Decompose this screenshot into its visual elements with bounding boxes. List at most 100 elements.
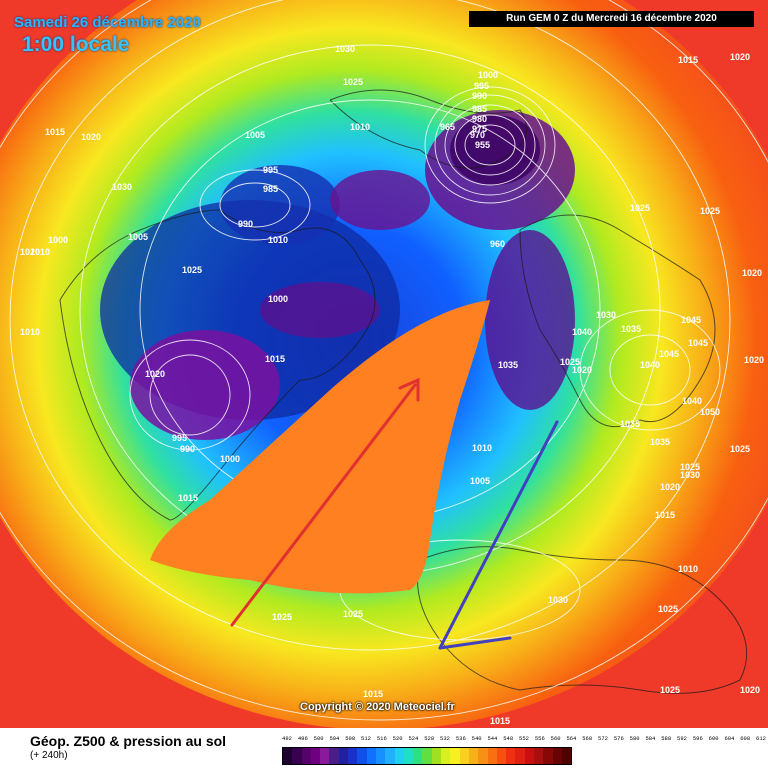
isobar-label: 1010 xyxy=(472,443,492,453)
isobar-label: 1025 xyxy=(660,685,680,695)
coastlines xyxy=(59,89,748,694)
legend-swatch xyxy=(459,748,469,764)
legend-value: 612 xyxy=(756,735,766,742)
isobar-label: 1000 xyxy=(268,294,288,304)
isobar-label: 1025 xyxy=(730,444,750,454)
legend-swatch xyxy=(534,748,544,764)
legend-subtitle: (+ 240h) xyxy=(30,750,68,761)
isobar-label: 1015 xyxy=(178,493,198,503)
isobar-label: 1000 xyxy=(48,235,68,245)
legend-value: 568 xyxy=(582,735,593,742)
isobar-label: 1020 xyxy=(730,52,750,62)
legend-swatch xyxy=(292,748,302,764)
legend-value: 584 xyxy=(645,735,656,742)
legend-value: 508 xyxy=(345,735,356,742)
isobar-label: 1035 xyxy=(621,324,641,334)
isobar-label: 955 xyxy=(475,140,490,150)
legend-panel: Géop. Z500 & pression au sol (+ 240h) 49… xyxy=(0,728,768,768)
legend-value: 580 xyxy=(629,735,640,742)
legend-swatch xyxy=(543,748,553,764)
isobar-label: 1010 xyxy=(678,564,698,574)
legend-swatch xyxy=(366,748,376,764)
isobar-labels: 1030 1025 1015 1020 1005 1010 995 985 990 1000 100… xyxy=(20,44,764,726)
isobar-label: 1020 xyxy=(572,365,592,375)
isobar-label: 1015 xyxy=(265,354,285,364)
isobar-label: 1005 xyxy=(245,130,265,140)
legend-swatch xyxy=(468,748,479,764)
isobar-label: 1020 xyxy=(740,685,760,695)
low-arctic-west xyxy=(220,165,340,245)
legend-value: 524 xyxy=(408,735,419,742)
isobar-label: 995 xyxy=(263,165,278,175)
isobar-label: 970 xyxy=(470,130,485,140)
legend-value: 592 xyxy=(677,735,687,742)
isobar-label: 1025 xyxy=(700,206,720,216)
isobar-label: 1020 xyxy=(742,268,762,278)
legend-value: 492 xyxy=(282,735,292,742)
isobar-label: 1040 xyxy=(572,327,592,337)
isobar-label: 1000 xyxy=(478,70,498,80)
isobar-label: 975 xyxy=(472,124,487,134)
low-arctic-central xyxy=(330,170,430,230)
low-west-canada xyxy=(130,330,280,440)
legend-value: 516 xyxy=(376,735,387,742)
legend-value: 532 xyxy=(440,735,450,742)
isobar-label: 1025 xyxy=(272,612,292,622)
isobar-label: 1025 xyxy=(560,357,580,367)
legend-swatch xyxy=(422,748,432,764)
isobar-label: 1050 xyxy=(700,407,720,417)
copyright-text: Copyright © 2020 Meteociel.fr xyxy=(300,701,455,713)
legend-swatch xyxy=(478,748,488,764)
legend-color-bar xyxy=(282,747,573,765)
legend-value: 500 xyxy=(313,735,324,742)
legend-swatch xyxy=(403,748,414,764)
legend-value: 552 xyxy=(519,735,529,742)
isobar-label: 1025 xyxy=(680,462,700,472)
weather-map: 1030 1025 1015 1020 1005 1010 995 985 990 1000 100… xyxy=(0,0,768,728)
legend-swatch xyxy=(385,748,395,764)
isobar-label: 1025 xyxy=(343,609,363,619)
isobar-label: 1015 xyxy=(363,689,383,699)
legend-swatch xyxy=(310,748,321,764)
legend-swatch xyxy=(524,748,535,764)
isobar-label: 1015 xyxy=(45,127,65,137)
isobar-label: 995 xyxy=(172,433,187,443)
legend-value: 608 xyxy=(740,735,751,742)
legend-swatch xyxy=(357,748,367,764)
forecast-local-time: 1:00 locale xyxy=(22,33,130,56)
isobar-label: 1010 xyxy=(20,327,40,337)
legend-swatch xyxy=(394,748,404,764)
legend-value: 572 xyxy=(598,735,608,742)
isobar-label: 985 xyxy=(472,104,487,114)
orange-wedge-annotation xyxy=(150,300,490,594)
isobar-label: 1010 xyxy=(350,122,370,132)
isobar-label: 1025 xyxy=(630,203,650,213)
legend-value: 560 xyxy=(550,735,561,742)
legend-swatch xyxy=(375,748,386,764)
isobar-label: 985 xyxy=(263,184,278,194)
legend-value: 520 xyxy=(392,735,403,742)
low-labrador xyxy=(260,282,380,338)
isobar-label: 1045 xyxy=(681,315,701,325)
legend-value: 512 xyxy=(361,735,371,742)
legend-swatch xyxy=(561,748,572,764)
legend-swatch xyxy=(515,748,525,764)
legend-value: 576 xyxy=(613,735,624,742)
forecast-date: Samedi 26 décembre 2020 xyxy=(14,14,201,31)
isobar-label: 1035 xyxy=(620,419,640,429)
isobar-label: 1030 xyxy=(335,44,355,54)
isobar-label: 1015 xyxy=(678,55,698,65)
legend-value: 600 xyxy=(708,735,719,742)
red-arrow xyxy=(230,377,420,627)
legend-swatch xyxy=(348,748,358,764)
isobar-label: 965 xyxy=(440,122,455,132)
legend-value: 564 xyxy=(566,735,577,742)
isobar-label: 995 xyxy=(474,81,489,91)
legend-value: 544 xyxy=(487,735,498,742)
isobar-label: 990 xyxy=(472,91,487,101)
isobar-label: 1020 xyxy=(145,369,165,379)
legend-value: 536 xyxy=(455,735,466,742)
isobar-label: 980 xyxy=(472,114,487,124)
legend-swatch xyxy=(450,748,460,764)
isobar-label: 1035 xyxy=(498,360,518,370)
